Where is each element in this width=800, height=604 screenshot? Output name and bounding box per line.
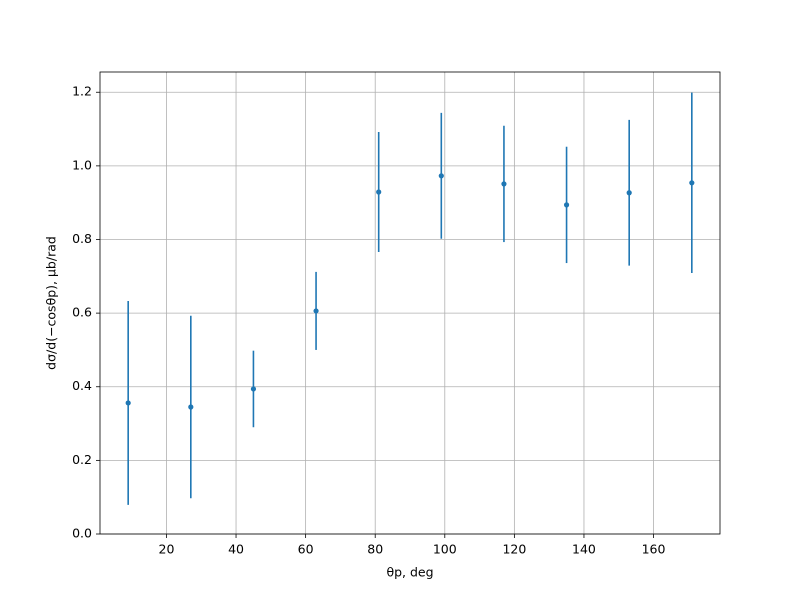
x-tick-label: 80 bbox=[367, 542, 383, 557]
x-tick-label: 160 bbox=[642, 542, 666, 557]
y-tick-label: 1.0 bbox=[72, 157, 92, 172]
x-tick-label: 100 bbox=[433, 542, 457, 557]
y-tick-label: 0.4 bbox=[72, 378, 92, 393]
data-point bbox=[626, 190, 632, 196]
x-tick-label: 140 bbox=[572, 542, 596, 557]
x-tick-label: 60 bbox=[298, 542, 314, 557]
y-tick-label: 0.0 bbox=[72, 526, 92, 541]
x-axis-label: θp, deg bbox=[386, 565, 433, 580]
y-tick-label: 1.2 bbox=[72, 84, 92, 99]
y-axis-label: dσ/d(−cosθp), μb/rad bbox=[44, 236, 59, 370]
y-tick-label: 0.6 bbox=[72, 305, 92, 320]
data-point bbox=[376, 189, 382, 195]
data-point bbox=[125, 400, 131, 406]
data-point bbox=[250, 386, 257, 392]
data-point bbox=[563, 202, 570, 208]
y-tick-label: 0.2 bbox=[72, 452, 92, 467]
x-tick-label: 40 bbox=[228, 542, 244, 557]
x-tick-label: 120 bbox=[502, 542, 526, 557]
plot-frame bbox=[99, 71, 721, 535]
data-point bbox=[313, 308, 319, 314]
data-point bbox=[438, 173, 444, 179]
data-point bbox=[689, 180, 695, 186]
data-point bbox=[501, 181, 507, 187]
y-tick-label: 0.8 bbox=[72, 231, 92, 246]
data-point bbox=[188, 404, 194, 410]
x-tick-label: 20 bbox=[159, 542, 175, 557]
